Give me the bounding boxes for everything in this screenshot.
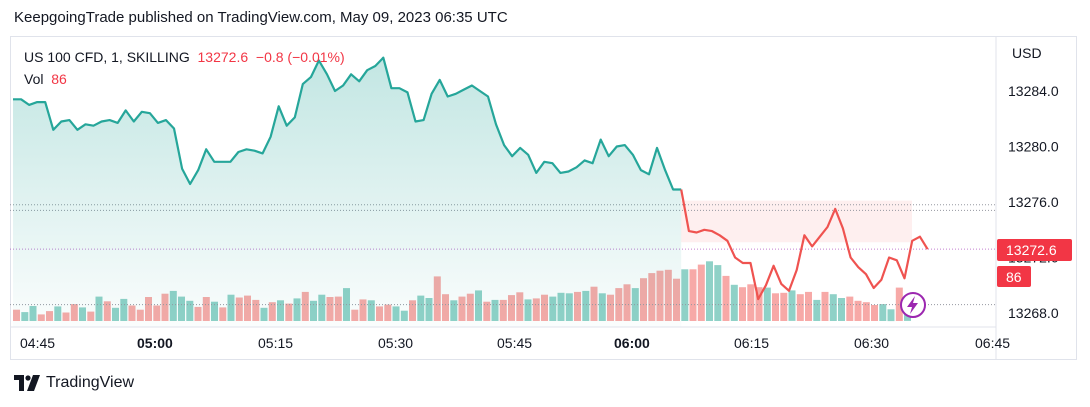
publish-info: KeepgoingTrade published on TradingView.… — [14, 9, 508, 26]
price-line-down — [680, 189, 929, 301]
volume-bar — [788, 290, 796, 321]
volume-bar — [755, 287, 763, 321]
volume-bar — [706, 261, 713, 321]
volume-bar — [681, 269, 689, 321]
volume-bar — [739, 287, 746, 321]
volume-bar — [714, 265, 722, 321]
volume-row: Vol 86 — [24, 68, 345, 90]
volume-bar — [887, 309, 895, 322]
price-tick-label: 13284.0 — [1008, 83, 1059, 99]
volume-bar — [862, 302, 870, 321]
volume-badge: 86 — [997, 266, 1031, 287]
volume-bar — [821, 291, 829, 321]
area-fill-up — [13, 57, 682, 327]
time-axis: 04:45 05:00 05:15 05:30 05:45 06:00 06:15 06:30… — [20, 335, 1010, 351]
time-tick-label: 05:30 — [378, 335, 413, 351]
volume-bar — [689, 269, 697, 321]
chart-legend: US 100 CFD, 1, SKILLING 13272.6 −0.8 (−0… — [24, 46, 345, 90]
tradingview-logo[interactable]: TradingView — [14, 374, 134, 392]
last-price-badge: 13272.6 — [997, 239, 1072, 261]
volume-bar — [854, 300, 862, 321]
volume-bar — [904, 313, 911, 321]
lightning-icon[interactable] — [900, 292, 926, 318]
chart-frame[interactable] — [10, 36, 1077, 360]
time-tick-label: 05:15 — [258, 335, 293, 351]
last-price: 13272.6 — [197, 49, 249, 65]
price-area — [13, 57, 682, 327]
volume-label[interactable]: Vol — [24, 71, 44, 87]
volume-bar — [846, 296, 854, 321]
volume-bar — [838, 298, 845, 321]
volume-bar — [805, 291, 812, 321]
volume-bar — [780, 292, 788, 321]
tradingview-logo-icon — [14, 375, 40, 391]
volume-bar — [879, 304, 887, 321]
volume-bar — [796, 294, 804, 321]
brand-name: TradingView — [46, 374, 135, 391]
price-range-box — [681, 200, 912, 243]
price-tick-label: 13280.0 — [1008, 139, 1059, 155]
time-tick-label: 06:15 — [734, 335, 769, 351]
volume-bar — [813, 299, 821, 321]
price-line-up — [13, 56, 682, 191]
volume-bar — [829, 294, 837, 321]
volume-bar — [871, 305, 878, 321]
price-tick-label: 13276.0 — [1008, 194, 1059, 210]
volume-badge-text: 86 — [1006, 269, 1022, 285]
volume-bar — [722, 275, 730, 321]
time-tick-label: 06:45 — [975, 335, 1010, 351]
price-change: −0.8 (−0.01%) — [255, 49, 345, 65]
volume-bar — [763, 287, 771, 321]
time-tick-label: 06:00 — [614, 335, 650, 351]
currency-label: USD — [1012, 45, 1042, 61]
volume-bar — [747, 284, 755, 321]
symbol-name[interactable]: US 100 CFD, 1, SKILLING — [24, 49, 190, 65]
volume-bar — [697, 264, 705, 321]
symbol-row: US 100 CFD, 1, SKILLING 13272.6 −0.8 (−0… — [24, 46, 345, 68]
time-tick-label: 06:30 — [854, 335, 889, 351]
range-highlight — [681, 200, 912, 243]
time-tick-label: 05:45 — [497, 335, 532, 351]
volume-bar — [730, 284, 738, 321]
price-line — [13, 56, 929, 301]
time-tick-label: 04:45 — [20, 335, 55, 351]
volume-value: 86 — [51, 71, 67, 87]
volume-bar — [772, 293, 779, 321]
last-price-badge-text: 13272.6 — [1006, 242, 1057, 258]
time-tick-label: 05:00 — [137, 335, 173, 351]
volume-bar — [895, 287, 903, 321]
price-tick-label: 13268.0 — [1008, 305, 1059, 321]
